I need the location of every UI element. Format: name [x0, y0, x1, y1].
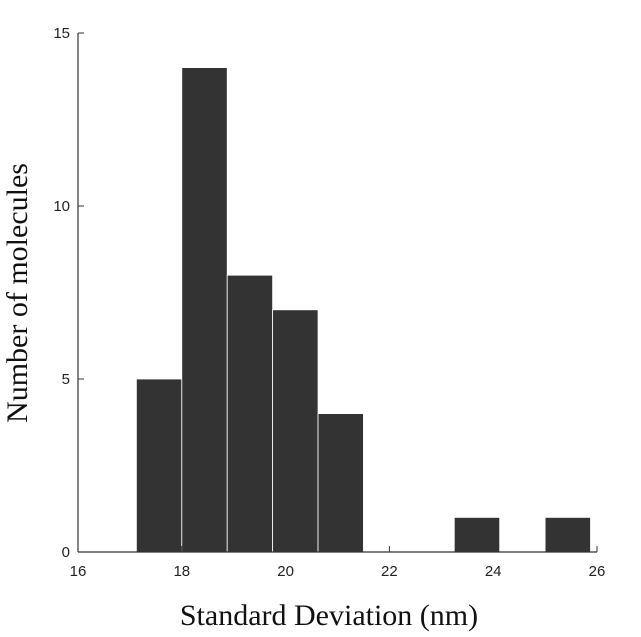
histogram-bar	[226, 274, 274, 553]
x-ticks: 16 18 20 22 24 26	[70, 546, 606, 580]
x-tick-label: 22	[381, 563, 398, 580]
histogram-bar	[317, 413, 364, 553]
x-tick-label: 20	[277, 563, 294, 580]
y-ticks: 0 5 10 15	[53, 25, 84, 561]
histogram-bar	[181, 67, 228, 553]
histogram-bar	[544, 517, 591, 553]
y-tick-label: 15	[53, 25, 70, 42]
x-tick-label: 16	[70, 563, 87, 580]
y-tick-label: 0	[62, 544, 70, 561]
histogram-bar	[272, 309, 319, 553]
x-tick-label: 24	[485, 563, 502, 580]
x-tick-label: 18	[173, 563, 190, 580]
y-tick-label: 5	[62, 371, 70, 388]
y-tick-label: 10	[53, 198, 70, 215]
y-axis-title: Number of molecules	[1, 163, 34, 423]
histogram-bar	[135, 378, 183, 553]
x-tick-label: 26	[589, 563, 606, 580]
histogram-bar	[453, 517, 501, 553]
x-axis-title: Standard Deviation (nm)	[180, 599, 478, 632]
axes-layer	[77, 33, 597, 553]
bars-layer	[135, 67, 591, 553]
